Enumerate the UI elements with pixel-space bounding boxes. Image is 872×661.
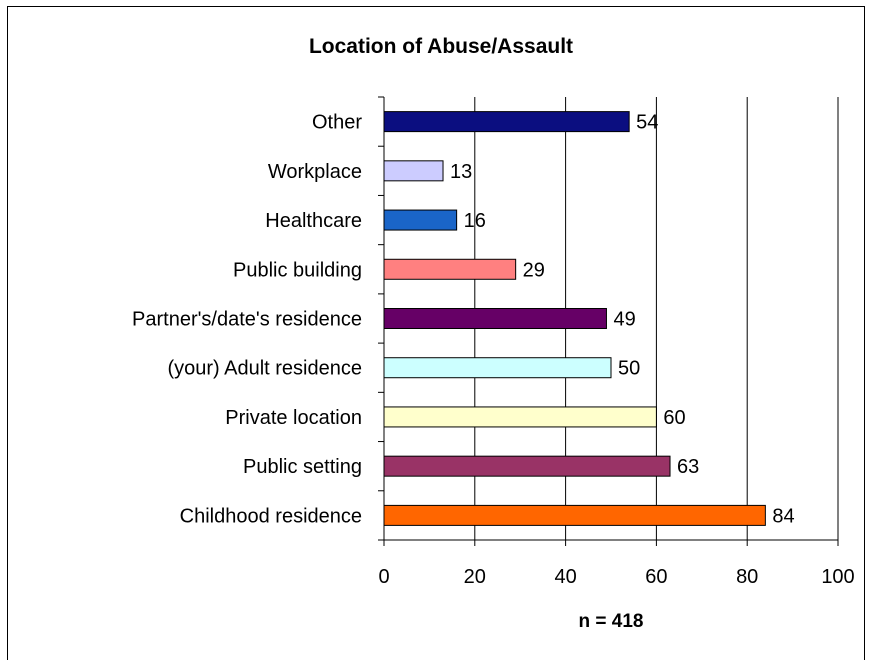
data-label: 50 (618, 358, 640, 380)
bar (383, 357, 612, 379)
bar (383, 504, 766, 526)
data-label: 63 (677, 456, 699, 478)
category-label: Public setting (243, 456, 362, 478)
category-label: Workplace (268, 161, 362, 183)
category-label: Partner's/date's residence (132, 309, 362, 331)
category-label: Healthcare (265, 210, 362, 232)
data-label: 54 (636, 112, 658, 134)
bars (383, 111, 766, 526)
bar (383, 111, 630, 133)
data-label: 84 (772, 505, 794, 527)
category-label: Childhood residence (180, 505, 362, 527)
data-label: 16 (464, 210, 486, 232)
category-label: Public building (233, 259, 362, 281)
data-label: 49 (613, 309, 635, 331)
x-tick-label: 60 (645, 566, 667, 588)
x-tick-label: 20 (464, 566, 486, 588)
labels: 54 Other 13 Workplace 16 Healthcare 29 Public b… (132, 112, 855, 588)
bar (383, 308, 607, 329)
chart-title: Location of Abuse/Assault (309, 35, 573, 58)
bar (383, 258, 517, 280)
data-label: 60 (663, 407, 685, 429)
x-tick-label: 0 (378, 566, 389, 588)
x-tick-label: 80 (736, 566, 758, 588)
bar (383, 406, 657, 428)
x-axis-label: n = 418 (579, 611, 644, 632)
category-label: Private location (225, 407, 362, 429)
bar (383, 455, 671, 477)
x-tick-label: 100 (821, 566, 854, 588)
axes (378, 96, 839, 546)
data-label: 13 (450, 161, 472, 183)
x-tick-label: 40 (554, 566, 576, 588)
chart-frame (7, 6, 865, 660)
category-label: Other (312, 112, 362, 134)
data-label: 29 (523, 259, 545, 281)
bar (383, 209, 458, 231)
category-label: (your) Adult residence (167, 358, 362, 380)
bar (383, 160, 444, 182)
